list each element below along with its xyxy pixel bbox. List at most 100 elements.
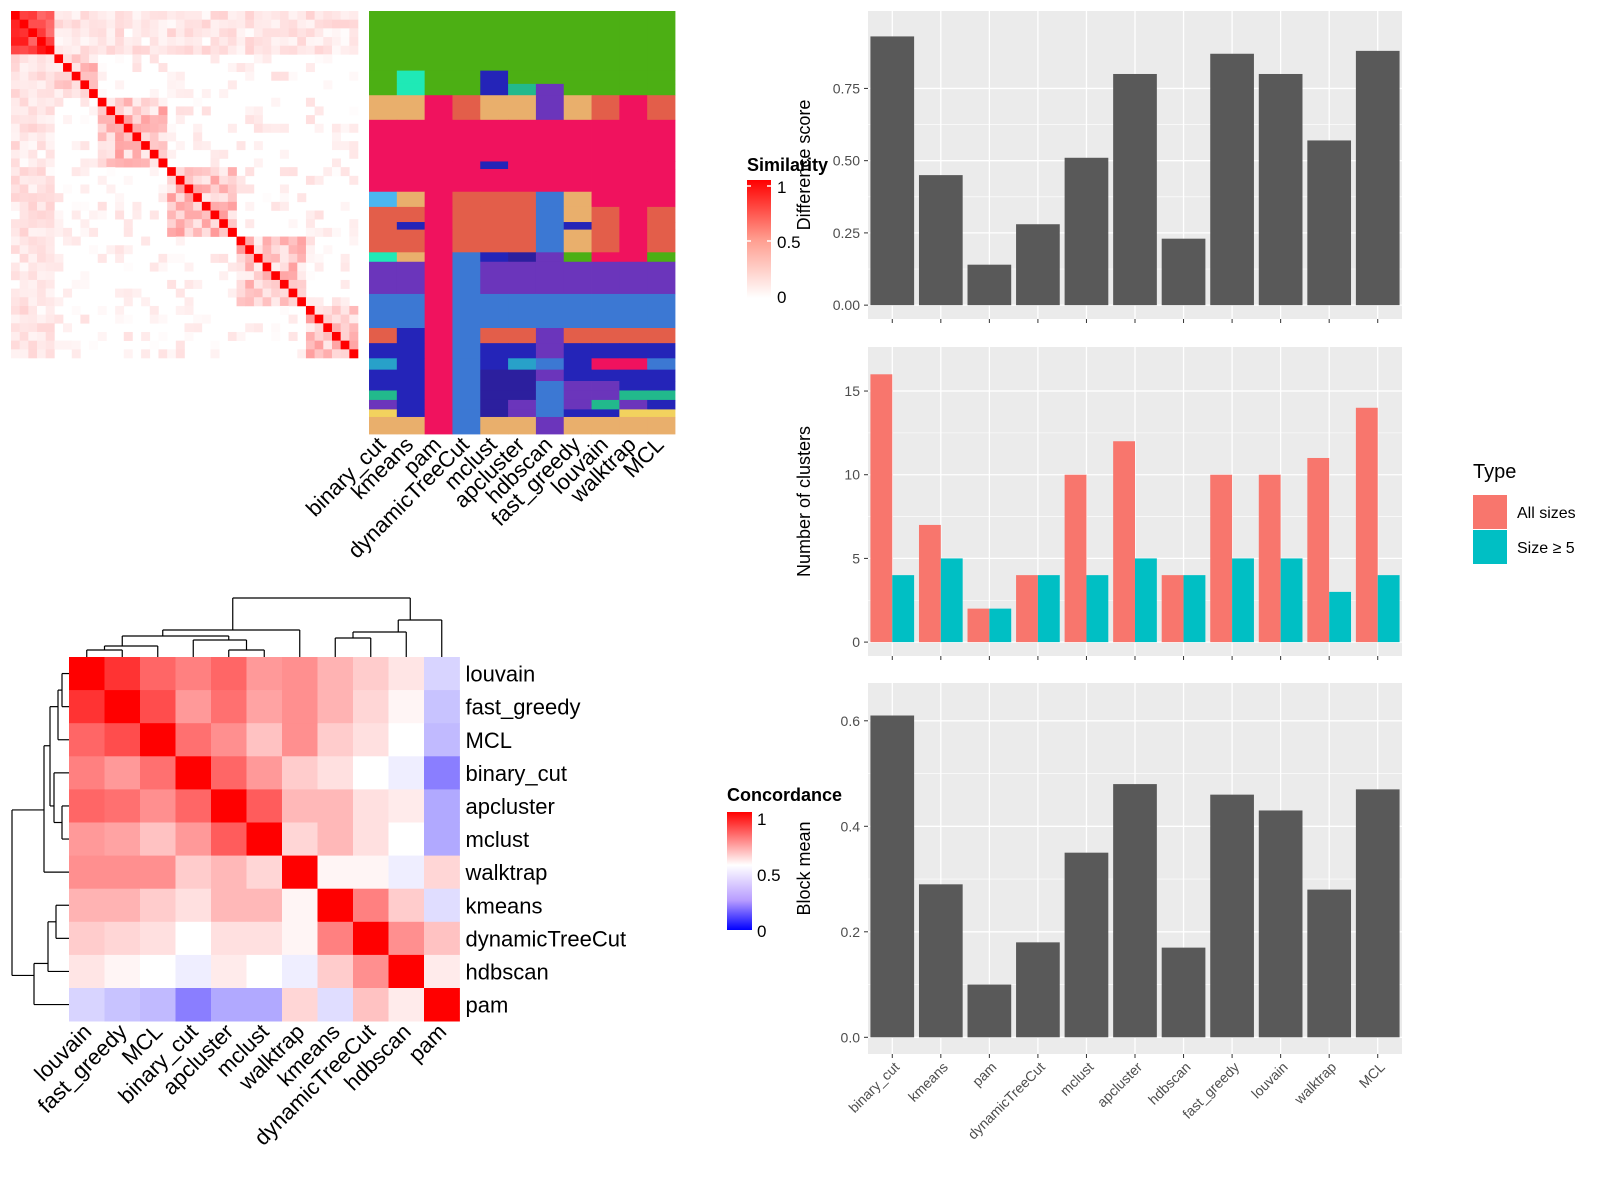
similarity-cell bbox=[54, 97, 64, 107]
membership-cell bbox=[619, 261, 648, 295]
similarity-cell bbox=[279, 305, 289, 315]
similarity-cell bbox=[175, 305, 185, 315]
similarity-cell bbox=[349, 340, 359, 350]
similarity-cell bbox=[19, 45, 29, 55]
similarity-cell bbox=[11, 63, 20, 73]
similarity-cell bbox=[132, 54, 142, 64]
membership-cell bbox=[396, 95, 426, 121]
membership-grid bbox=[369, 11, 676, 435]
similarity-cell bbox=[288, 297, 298, 307]
bar bbox=[1355, 789, 1400, 1038]
membership-cell bbox=[424, 70, 453, 85]
membership-cell bbox=[647, 328, 676, 344]
similarity-cell bbox=[132, 63, 142, 73]
similarity-cell bbox=[71, 11, 81, 20]
similarity-cell bbox=[297, 28, 307, 38]
membership-cell bbox=[535, 83, 565, 96]
membership-cell bbox=[535, 119, 565, 162]
bar bbox=[1135, 558, 1157, 643]
similarity-cell bbox=[236, 45, 246, 55]
similarity-cell bbox=[331, 331, 341, 341]
similarity-cell bbox=[158, 149, 168, 159]
similarity-cell bbox=[340, 37, 350, 47]
concordance-cell bbox=[317, 888, 354, 923]
similarity-cell bbox=[19, 63, 29, 73]
similarity-cell bbox=[37, 89, 47, 99]
membership-cell bbox=[424, 229, 453, 253]
membership-cell bbox=[563, 369, 592, 382]
membership-cell bbox=[508, 293, 537, 329]
similarity-cell bbox=[115, 54, 125, 64]
concordance-cell bbox=[317, 789, 354, 823]
similarity-tick-05: 0.5 bbox=[777, 233, 801, 252]
membership-cell bbox=[591, 381, 620, 391]
similarity-cell bbox=[149, 167, 159, 177]
similarity-cell bbox=[28, 349, 38, 359]
similarity-cell bbox=[253, 271, 263, 281]
membership-cell bbox=[452, 206, 481, 223]
similarity-cell bbox=[37, 175, 47, 185]
similarity-cell bbox=[323, 45, 333, 55]
similarity-cell bbox=[132, 97, 142, 107]
similarity-cell bbox=[262, 11, 272, 20]
similarity-cell bbox=[11, 132, 20, 142]
similarity-cell bbox=[175, 80, 185, 90]
similarity-cell bbox=[106, 158, 116, 168]
membership-cell bbox=[369, 261, 398, 295]
similarity-cell bbox=[71, 210, 81, 220]
similarity-cell bbox=[314, 305, 324, 315]
similarity-cell bbox=[11, 54, 20, 64]
similarity-cell bbox=[149, 115, 159, 125]
similarity-cell bbox=[132, 132, 142, 142]
similarity-cell bbox=[45, 71, 55, 81]
similarity-cell bbox=[253, 11, 263, 20]
membership-cell bbox=[619, 70, 648, 85]
similarity-cell bbox=[149, 97, 159, 107]
similarity-cell bbox=[123, 45, 133, 55]
similarity-cell bbox=[141, 106, 151, 116]
y-axis-title: Difference score bbox=[794, 100, 814, 231]
similarity-cell bbox=[349, 149, 359, 159]
similarity-cell bbox=[28, 97, 38, 107]
similarity-cell bbox=[245, 11, 255, 20]
similarity-cell bbox=[141, 115, 151, 125]
similarity-cell bbox=[340, 28, 350, 38]
similarity-cell bbox=[349, 37, 359, 47]
similarity-cell bbox=[184, 45, 194, 55]
similarity-cell bbox=[106, 123, 116, 133]
similarity-cell bbox=[106, 141, 116, 151]
similarity-cell bbox=[115, 288, 125, 298]
similarity-cell bbox=[71, 167, 81, 177]
similarity-cell bbox=[63, 19, 73, 29]
concordance-cell bbox=[388, 921, 425, 956]
concordance-cell bbox=[424, 756, 460, 790]
bar bbox=[1064, 157, 1109, 306]
similarity-cell bbox=[314, 349, 324, 359]
membership-cell bbox=[535, 95, 565, 121]
similarity-cell bbox=[305, 28, 315, 38]
membership-cell bbox=[424, 416, 453, 435]
membership-cell bbox=[480, 358, 509, 371]
similarity-cell bbox=[63, 71, 73, 81]
similarity-cell bbox=[45, 314, 55, 324]
membership-cell bbox=[535, 293, 565, 329]
similarity-cell bbox=[245, 253, 255, 263]
similarity-cell bbox=[28, 262, 38, 272]
y-tick-label: 0.75 bbox=[833, 80, 860, 96]
similarity-cell bbox=[80, 28, 90, 38]
similarity-cell bbox=[262, 123, 272, 133]
membership-cell bbox=[535, 409, 565, 418]
membership-cell bbox=[424, 409, 453, 418]
concordance-cell bbox=[175, 822, 212, 856]
membership-cell bbox=[508, 229, 537, 253]
similarity-cell bbox=[37, 236, 47, 246]
concordance-cell bbox=[69, 657, 105, 691]
similarity-cell bbox=[54, 45, 64, 55]
similarity-cell bbox=[37, 45, 47, 55]
similarity-cell bbox=[115, 19, 125, 29]
similarity-cell bbox=[288, 11, 298, 20]
similarity-cell bbox=[227, 11, 237, 20]
similarity-cell bbox=[305, 19, 315, 29]
bar bbox=[1258, 73, 1303, 306]
